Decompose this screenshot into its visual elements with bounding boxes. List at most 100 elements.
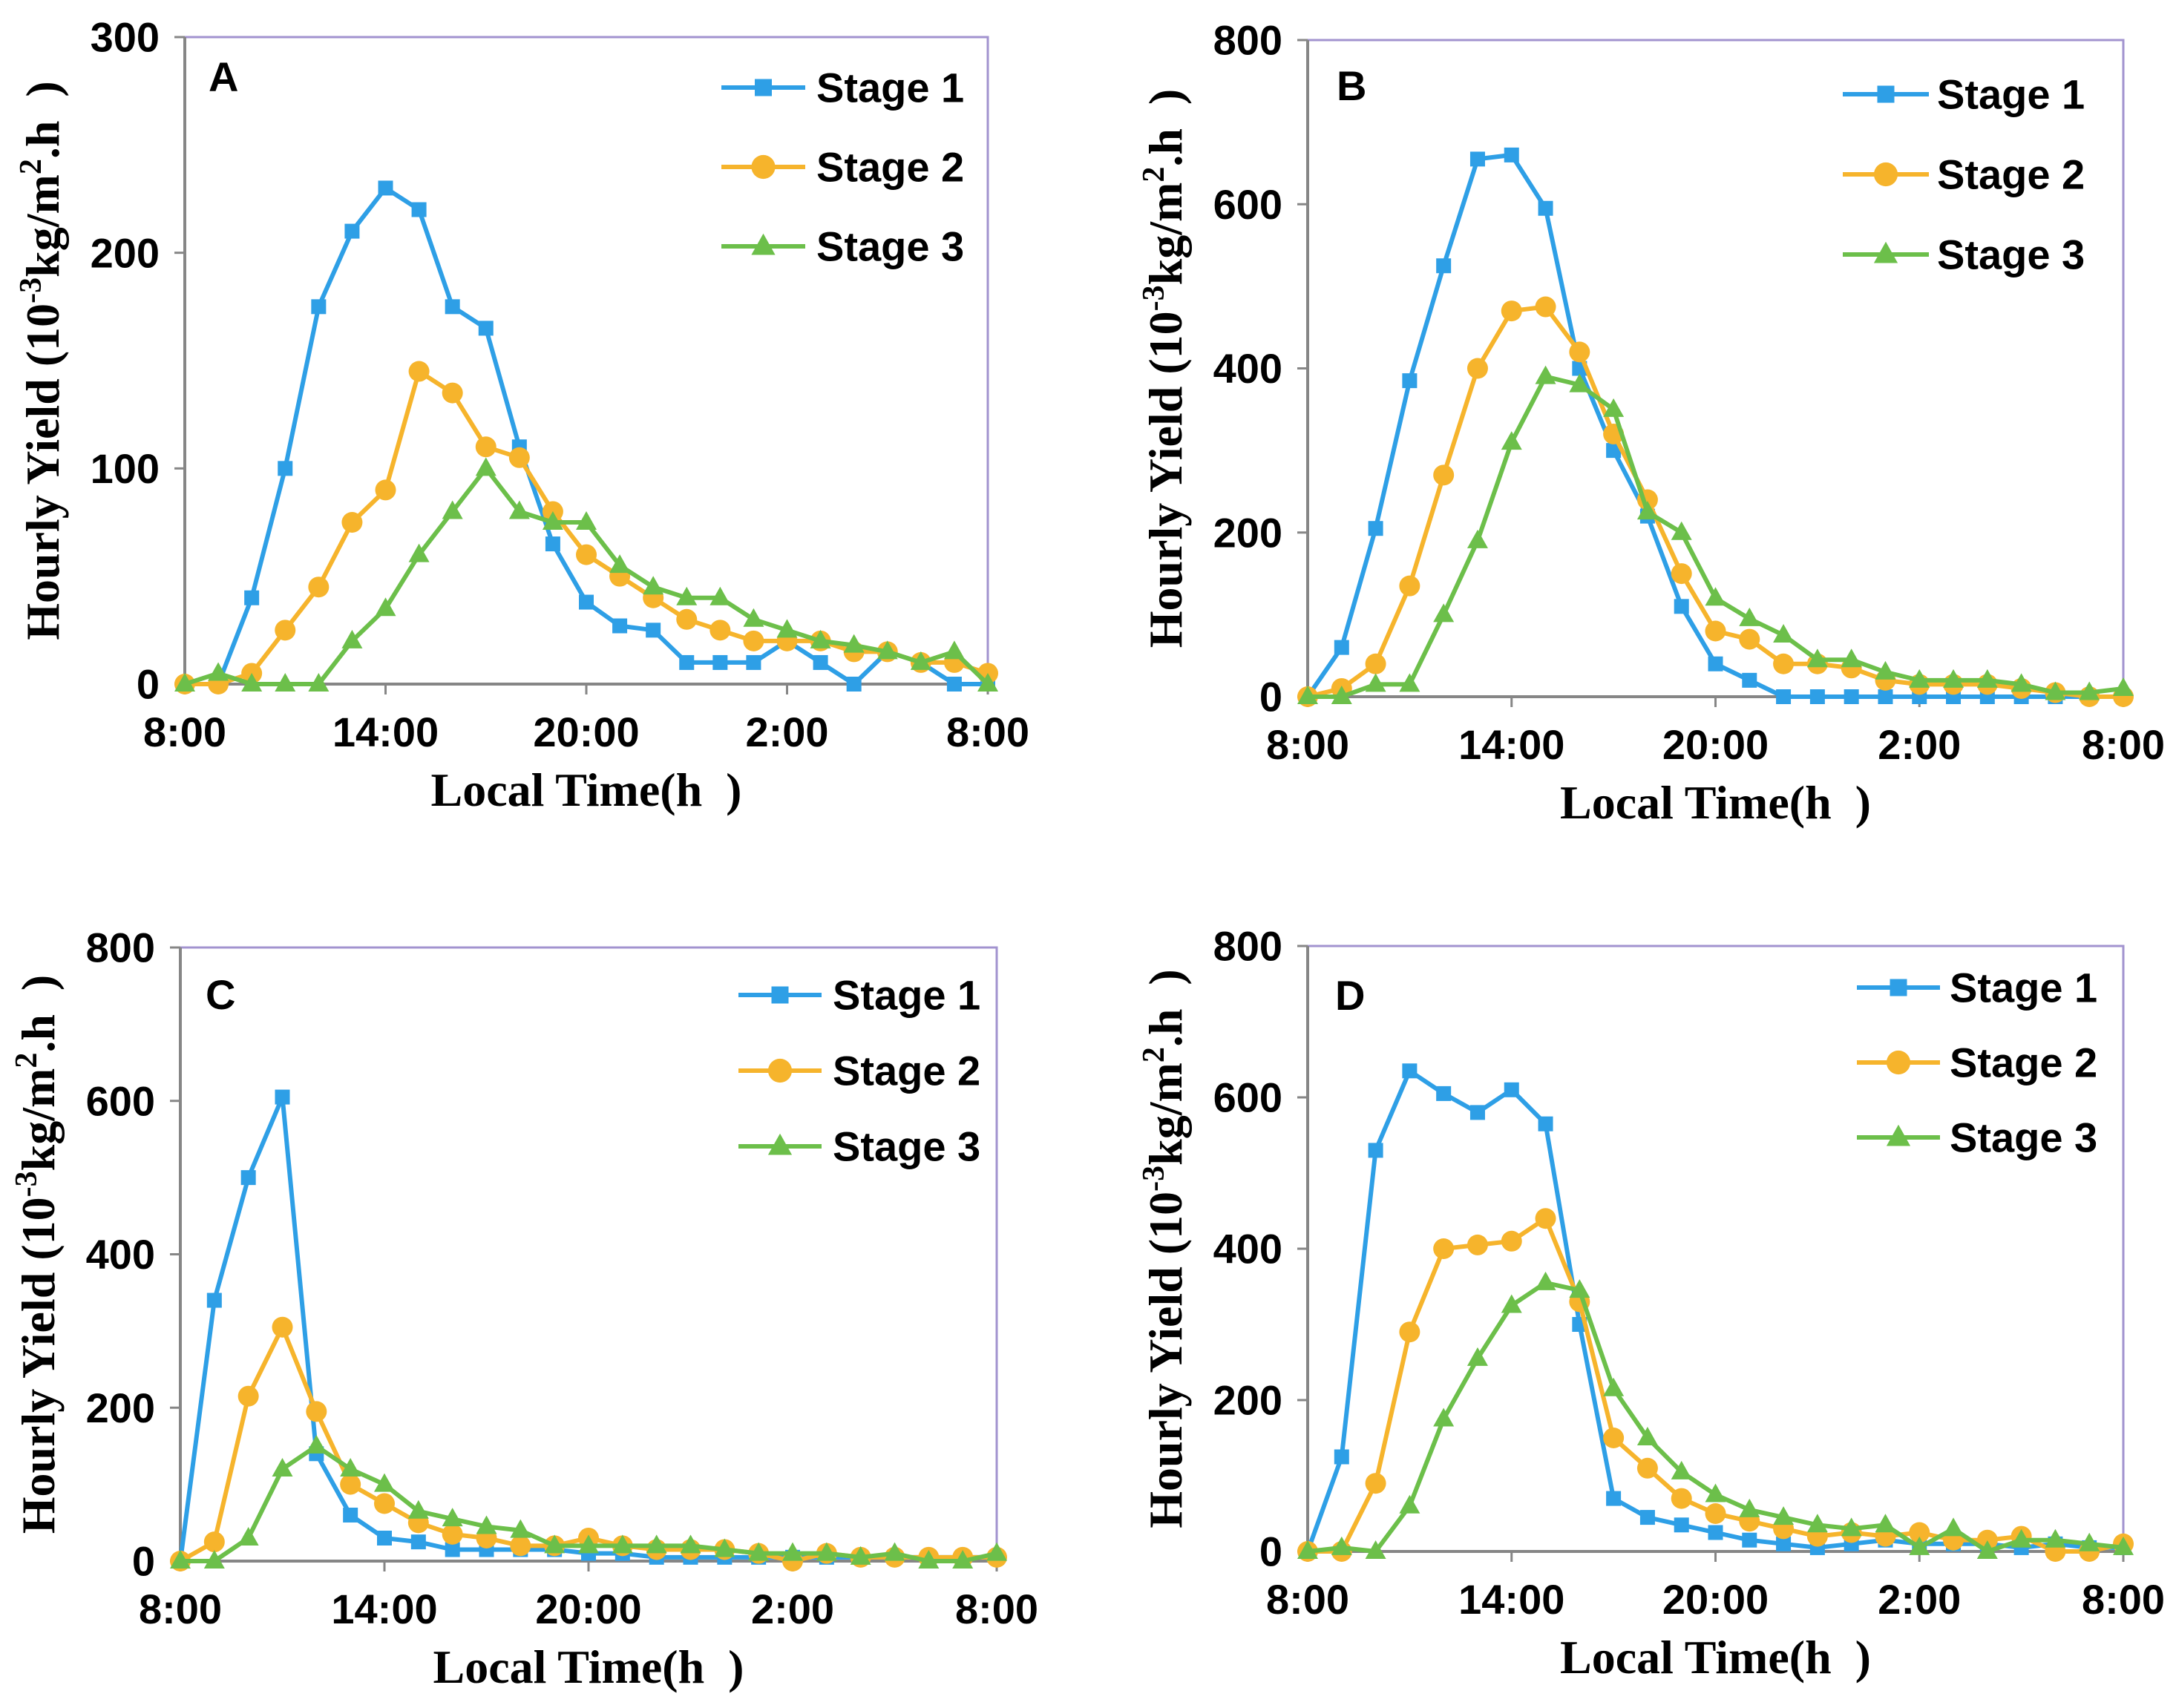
- data-point-stage-3: [1297, 1540, 1318, 1559]
- data-point-stage-2: [1466, 358, 1488, 379]
- x-tick-label: 20:00: [1662, 1576, 1769, 1623]
- data-point-stage-3: [237, 1526, 259, 1546]
- data-point-stage-3: [1739, 1498, 1760, 1517]
- data-point-stage-3: [850, 1546, 871, 1565]
- data-point-stage-2: [1399, 575, 1420, 597]
- data-point-stage-3: [918, 1550, 940, 1569]
- data-point-stage-1: [1708, 1525, 1723, 1540]
- data-point-stage-2: [340, 1474, 361, 1495]
- data-point-stage-3: [1943, 1517, 1964, 1537]
- data-point-stage-3: [1773, 1506, 1795, 1525]
- data-point-stage-3: [1569, 373, 1590, 392]
- y-axis-title-unit: kg/m: [1139, 1062, 1192, 1166]
- data-point-stage-3: [2079, 681, 2100, 700]
- data-point-stage-3: [1365, 1540, 1386, 1559]
- data-point-stage-2: [275, 620, 296, 641]
- y-tick-label: 400: [1213, 345, 1282, 392]
- data-point-stage-2: [408, 361, 430, 382]
- x-axis-title: Local Time(h ): [433, 1640, 744, 1693]
- data-point-stage-3: [1671, 521, 1692, 540]
- data-point-stage-1: [1368, 521, 1383, 536]
- data-point-stage-1: [343, 1507, 358, 1523]
- y-tick-label: 200: [1213, 1377, 1282, 1424]
- y-axis-title-end: .h ): [16, 81, 69, 159]
- data-point-stage-3: [1773, 624, 1795, 643]
- data-point-stage-1: [1469, 1105, 1485, 1120]
- data-point-stage-3: [1909, 1536, 1930, 1555]
- data-point-stage-1: [1334, 640, 1349, 655]
- data-point-stage-3: [1636, 501, 1658, 520]
- data-point-stage-3: [272, 1457, 293, 1477]
- data-point-stage-1: [1504, 147, 1519, 162]
- legend-label-stage-3: Stage 3: [833, 1123, 980, 1170]
- data-point-stage-3: [208, 662, 229, 681]
- data-point-stage-1: [275, 1089, 290, 1105]
- data-point-stage-1: [445, 1542, 460, 1557]
- data-point-stage-3: [643, 576, 664, 595]
- x-axis-title: Local Time(h ): [1560, 1631, 1871, 1684]
- data-point-stage-3: [714, 1538, 735, 1557]
- legend-label-stage-1: Stage 1: [1937, 71, 2085, 118]
- data-point-stage-2: [1909, 1522, 1930, 1543]
- data-point-stage-2: [508, 447, 530, 468]
- data-point-stage-3: [408, 543, 430, 562]
- data-point-stage-3: [910, 651, 931, 670]
- data-point-stage-2: [375, 479, 396, 501]
- data-point-stage-3: [986, 1542, 1007, 1561]
- data-point-stage-1: [377, 1530, 392, 1546]
- data-point-stage-1: [612, 618, 628, 634]
- data-point-stage-3: [710, 586, 731, 605]
- data-point-stage-2: [1636, 1457, 1658, 1479]
- data-point-stage-1: [1878, 689, 1893, 704]
- data-point-stage-2: [475, 436, 497, 458]
- data-point-stage-2: [1501, 1230, 1522, 1252]
- data-point-stage-3: [241, 673, 263, 692]
- legend-marker-stage-2: [1873, 162, 1898, 187]
- x-tick-label: 14:00: [331, 1586, 437, 1632]
- data-point-stage-1: [1742, 1532, 1757, 1548]
- y-tick-label: 400: [86, 1231, 155, 1278]
- legend-label-stage-2: Stage 2: [833, 1048, 980, 1094]
- legend-label-stage-1: Stage 1: [1950, 965, 2097, 1011]
- data-point-stage-1: [411, 202, 427, 217]
- data-point-stage-3: [1365, 673, 1386, 692]
- data-point-stage-3: [1705, 587, 1726, 606]
- y-axis-title: Hourly Yield (10-3kg/m2.h ): [1137, 89, 1192, 648]
- x-tick-label: 14:00: [332, 709, 439, 755]
- data-point-stage-1: [646, 623, 661, 638]
- data-point-stage-2: [1976, 1529, 1998, 1551]
- y-axis-title-text: Hourly Yield (10: [12, 1197, 65, 1534]
- data-point-stage-2: [341, 512, 363, 533]
- data-point-stage-2: [576, 544, 597, 565]
- data-point-stage-1: [240, 1170, 256, 1186]
- panel-letter: B: [1337, 62, 1366, 109]
- data-point-stage-1: [1469, 151, 1485, 167]
- data-point-stage-1: [545, 536, 560, 552]
- data-point-stage-2: [1535, 1208, 1556, 1229]
- legend-marker-stage-1: [1877, 85, 1895, 103]
- data-point-stage-2: [442, 1523, 463, 1545]
- x-axis-title: Local Time(h ): [1560, 776, 1871, 829]
- chart-panel-c: 0 200 400 600 800 8:00 14:00 20:00 2:00 8:00 Local…: [10, 924, 1038, 1693]
- data-point-stage-2: [442, 382, 463, 404]
- x-tick-label: 2:00: [751, 1586, 834, 1632]
- data-point-stage-3: [578, 1534, 599, 1554]
- data-point-stage-3: [1399, 673, 1420, 692]
- legend-marker-stage-3: [751, 233, 776, 255]
- data-point-stage-3: [1331, 686, 1352, 704]
- y-tick-label: 0: [132, 1538, 155, 1585]
- legend-marker-stage-3: [767, 1133, 793, 1155]
- data-point-stage-3: [952, 1550, 974, 1569]
- y-tick-label: 200: [1213, 509, 1282, 556]
- y-axis-title-text: Hourly Yield (10: [16, 303, 69, 640]
- data-point-stage-2: [710, 620, 731, 641]
- legend-marker-stage-1: [771, 986, 789, 1004]
- data-point-stage-2: [1433, 1238, 1455, 1259]
- y-axis-title: Hourly Yield (10-3kg/m2.h ): [10, 975, 65, 1534]
- data-point-stage-3: [2079, 1532, 2100, 1551]
- data-point-stage-3: [508, 500, 530, 519]
- panel-letter: A: [209, 53, 238, 100]
- y-tick-label: 400: [1213, 1226, 1282, 1272]
- data-point-stage-2: [1603, 1428, 1625, 1448]
- data-point-stage-1: [679, 654, 695, 670]
